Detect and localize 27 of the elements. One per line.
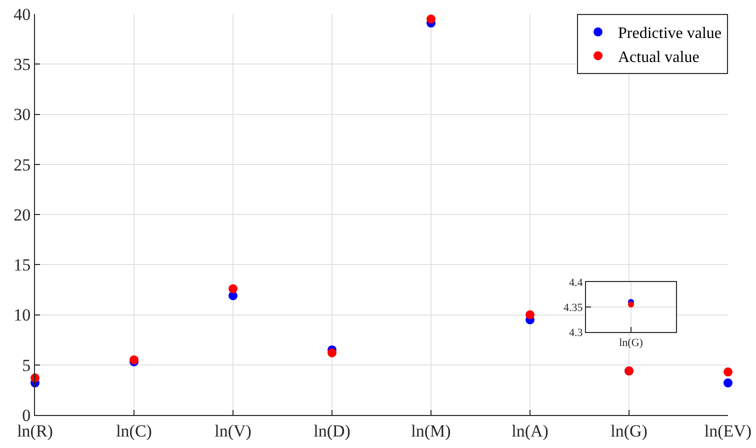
x-tick-label: ln(G)	[619, 337, 644, 350]
y-tick-label: 4.3	[569, 326, 584, 339]
y-tick-label: 25	[14, 155, 31, 174]
x-tick-label: ln(M)	[411, 421, 451, 440]
y-tick-label: 4.35	[564, 302, 584, 314]
point	[526, 310, 534, 320]
point	[228, 284, 238, 294]
legend-label: Predictive value	[618, 25, 722, 42]
y-tick-label: 40	[14, 4, 31, 24]
x-tick-label: ln(G)	[610, 421, 648, 440]
y-tick-label: 30	[14, 105, 31, 124]
x-tick-label: ln(D)	[314, 421, 350, 440]
x-tick-label: ln(EV)	[704, 421, 752, 440]
x-tick-label: ln(A)	[512, 421, 548, 440]
y-tick-label: 15	[14, 256, 31, 275]
point	[724, 367, 732, 376]
legend-label: Actual value	[618, 48, 700, 66]
point	[328, 348, 336, 358]
x-tick-label: ln(C)	[116, 421, 152, 440]
point	[724, 378, 732, 388]
y-tick-label: 5	[22, 356, 31, 375]
y-tick-label: 35	[14, 55, 31, 74]
y-tick-label: 10	[14, 306, 31, 325]
point	[426, 14, 436, 24]
y-tick-label: 20	[14, 205, 31, 224]
y-tick-label: 4.4	[569, 276, 584, 289]
x-tick-label: ln(V)	[214, 421, 252, 440]
